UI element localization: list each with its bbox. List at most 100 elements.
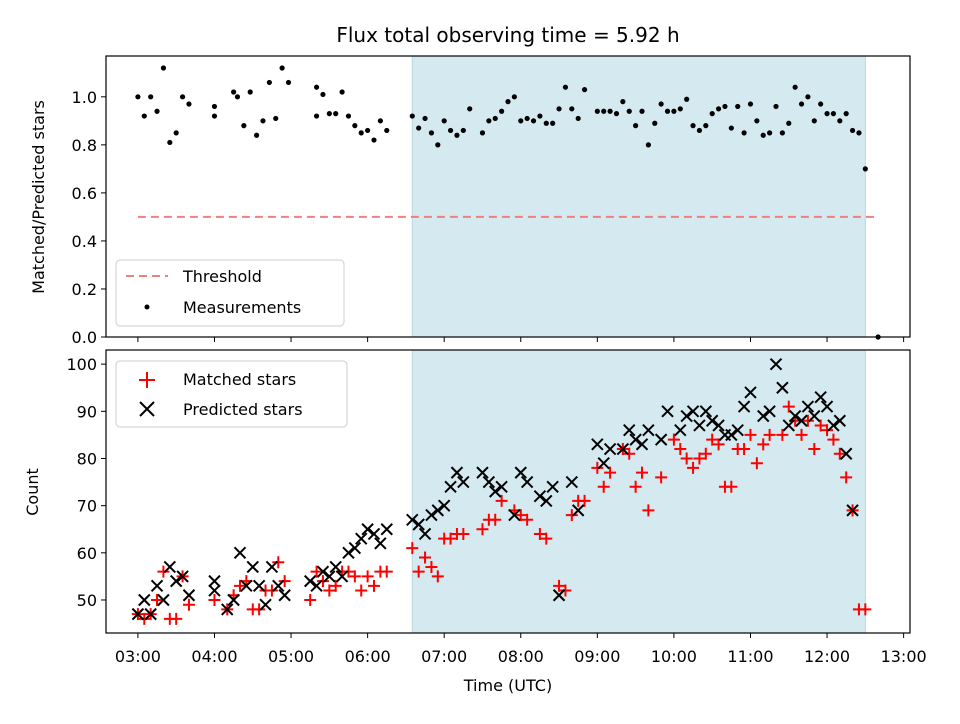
matched-star-point — [444, 532, 457, 545]
matched-star-point — [361, 570, 374, 583]
measurement-point — [856, 130, 862, 136]
predicted-star-point — [476, 466, 489, 479]
predicted-star-point — [323, 570, 336, 583]
bottom-shaded-region — [412, 350, 866, 633]
matched-star-point — [329, 579, 342, 592]
star-counts-layer — [131, 357, 872, 625]
bottom-x-tick-label: 03:00 — [115, 647, 161, 666]
measurement-point — [428, 130, 435, 136]
matched-star-point — [693, 452, 706, 465]
measurement-point — [601, 108, 607, 114]
measurement-point — [773, 103, 779, 110]
matched-star-point — [604, 466, 617, 479]
predicted-star-point — [508, 508, 521, 522]
measurement-point — [333, 111, 339, 117]
matched-star-point — [170, 612, 183, 625]
measurement-point — [492, 115, 498, 122]
measurement-point — [454, 132, 460, 138]
matched-star-point — [827, 433, 840, 446]
matched-star-point — [265, 584, 278, 597]
predicted-star-point — [693, 419, 706, 432]
predicted-star-point — [546, 480, 559, 493]
matched-star-point — [272, 556, 285, 569]
measurement-point — [658, 101, 664, 107]
matched-star-point — [495, 494, 508, 507]
legend-measurements-label: Measurements — [183, 298, 301, 317]
predicted-star-point — [629, 433, 642, 446]
predicted-star-point — [425, 508, 438, 522]
measurement-point — [696, 127, 703, 134]
predicted-star-point — [827, 419, 840, 432]
matched-star-point — [559, 584, 572, 597]
measurement-point — [664, 108, 671, 114]
measurement-point — [671, 108, 677, 114]
measurement-point — [345, 113, 352, 119]
measurement-point — [377, 118, 383, 124]
measurement-point — [173, 130, 179, 136]
predicted-star-point — [157, 593, 170, 607]
predicted-star-point — [169, 574, 183, 588]
predicted-star-point — [482, 475, 496, 489]
measurement-point — [211, 103, 218, 110]
measurement-point — [467, 106, 473, 112]
measurement-point — [313, 84, 320, 90]
predicted-star-point — [138, 593, 151, 607]
bottom-y-axis: 50 60 70 80 90 100 — [66, 355, 106, 610]
measurement-point — [639, 108, 645, 114]
measurement-point — [798, 101, 805, 107]
measurement-point — [260, 118, 266, 124]
measurement-point — [409, 113, 415, 119]
measurement-point — [786, 120, 792, 126]
predicted-star-point — [233, 546, 247, 560]
measurement-point — [715, 106, 722, 112]
matched-star-point — [808, 443, 821, 456]
measurement-point — [703, 123, 709, 129]
predicted-star-point — [514, 466, 527, 479]
measurement-point — [167, 139, 173, 146]
predicted-star-point — [782, 419, 795, 432]
bottom-legend-box — [115, 360, 348, 428]
top-legend-box — [115, 259, 345, 327]
predicted-star-point — [712, 419, 725, 432]
predicted-star-point — [674, 423, 687, 437]
predicted-star-point — [686, 405, 700, 418]
matched-star-point — [253, 603, 266, 616]
matched-star-point — [814, 419, 827, 432]
measurement-point — [241, 123, 247, 129]
matched-star-point — [725, 480, 738, 493]
bottom-y-axis-label: Count — [23, 468, 42, 516]
predicted-star-point — [182, 589, 196, 602]
measurement-point — [486, 118, 492, 124]
predicted-star-point — [246, 560, 259, 574]
measurement-point — [626, 108, 632, 114]
measurement-point — [792, 84, 798, 90]
predicted-star-point — [240, 579, 253, 593]
measurement-point — [684, 96, 690, 102]
predicted-star-point — [737, 400, 751, 413]
measurement-point — [326, 111, 332, 117]
matched-star-point — [859, 603, 872, 616]
matched-star-point — [412, 565, 425, 578]
bottom-x-tick-label: 13:00 — [881, 647, 927, 666]
legend-matched-label: Matched stars — [183, 370, 296, 389]
predicted-star-point — [776, 381, 789, 394]
predicted-star-point — [259, 598, 272, 611]
top-x-axis — [137, 337, 905, 342]
predicted-star-point — [833, 414, 847, 427]
matched-star-point — [597, 480, 610, 493]
measurement-point — [179, 94, 186, 100]
measurement-point — [530, 118, 537, 124]
matched-star-point — [750, 457, 763, 470]
matched-star-point — [667, 433, 680, 446]
top-y-axis: 0.0 0.2 0.4 0.6 0.8 1.0 — [72, 88, 106, 347]
predicted-star-point — [814, 390, 827, 404]
top-y-axis-label: Matched/Predicted stars — [29, 100, 48, 294]
predicted-star-point — [450, 466, 464, 479]
predicted-star-point — [769, 357, 783, 371]
measurement-point — [524, 115, 530, 122]
top-shaded-region — [412, 56, 866, 337]
matched-star-point — [687, 461, 700, 474]
matched-star-point — [776, 428, 789, 441]
measurement-point — [556, 106, 562, 112]
